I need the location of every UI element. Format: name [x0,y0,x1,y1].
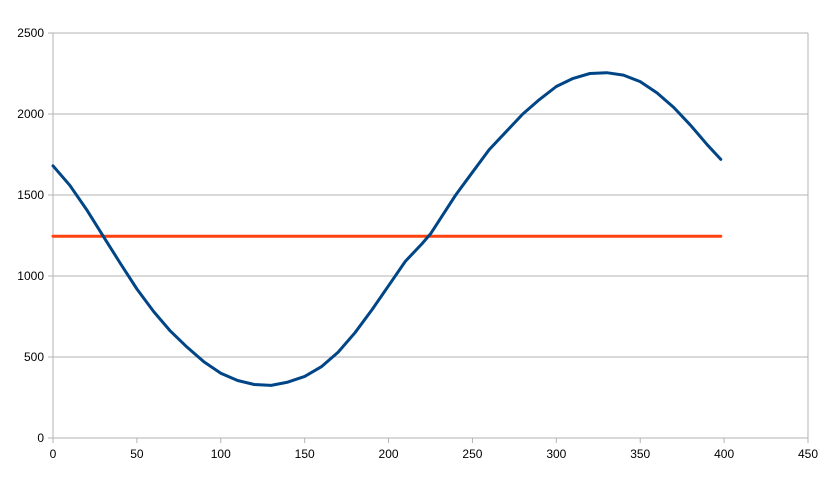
tick-label-x: 400 [714,447,734,461]
tick-label-y: 2000 [17,107,44,121]
tick-label-y: 1500 [17,188,44,202]
tick-label-y: 1000 [17,269,44,283]
tick-label-y: 2500 [17,26,44,40]
tick-label-x: 150 [295,447,315,461]
tick-label-y: 0 [37,431,44,445]
series-layer [53,73,721,386]
gridlines [53,33,808,357]
tick-label-y: 500 [24,350,44,364]
tick-label-x: 200 [379,447,399,461]
tick-label-x: 100 [211,447,231,461]
tick-label-x: 250 [462,447,482,461]
tick-label-x: 0 [50,447,57,461]
tick-label-x: 450 [798,447,818,461]
tick-label-x: 300 [546,447,566,461]
series-line-signal [53,73,721,386]
tick-labels: 0 500 1000 1500 2000 2500 0 50 100 150 200 250 300 35… [17,26,818,461]
tick-label-x: 50 [130,447,144,461]
tick-label-x: 350 [630,447,650,461]
